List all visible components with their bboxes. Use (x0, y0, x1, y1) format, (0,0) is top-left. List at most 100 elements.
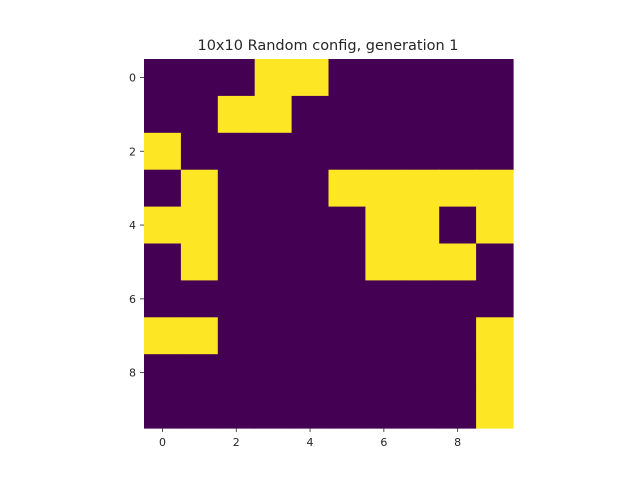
heatmap-cell-r3-c0 (144, 170, 182, 208)
y-tick-label-8: 8 (129, 367, 136, 380)
heatmap-cell-r1-c3 (255, 96, 293, 133)
heatmap-cell-r1-c1 (181, 96, 219, 133)
heatmap-cell-r7-c6 (365, 317, 403, 355)
heatmap-cell-r2-c5 (329, 133, 367, 171)
heatmap-cell-r5-c6 (365, 244, 403, 282)
heatmap-cell-r8-c6 (365, 354, 403, 392)
heatmap-cell-r2-c1 (181, 133, 219, 171)
heatmap-cell-r7-c8 (439, 317, 477, 355)
heatmap-cell-r0-c7 (402, 59, 440, 97)
y-axis-ticks: 0 2 4 6 8 (129, 71, 144, 379)
heatmap-cell-r3-c3 (255, 170, 293, 208)
heatmap-cell-r1-c6 (365, 96, 403, 133)
heatmap-cell-r6-c0 (144, 280, 182, 318)
heatmap-cell-r9-c7 (402, 391, 440, 429)
x-tick-label-4: 4 (307, 436, 314, 449)
heatmap-cell-r4-c4 (292, 207, 330, 245)
heatmap-cell-r1-c0 (144, 96, 182, 133)
heatmap-cell-r2-c6 (365, 133, 403, 171)
heatmap-cell-r8-c0 (144, 354, 182, 392)
heatmap-cell-r2-c8 (439, 133, 477, 171)
heatmap-cell-r0-c3 (255, 59, 293, 97)
heatmap-cell-r3-c5 (329, 170, 367, 208)
heatmap-cell-r0-c2 (218, 59, 256, 97)
heatmap-cell-r4-c3 (255, 207, 293, 245)
heatmap-cell-r9-c9 (476, 391, 513, 429)
heatmap-cells (144, 59, 514, 429)
heatmap-cell-r7-c2 (218, 317, 256, 355)
x-tick-label-2: 2 (233, 436, 240, 449)
heatmap-cell-r4-c5 (329, 207, 367, 245)
heatmap-cell-r5-c3 (255, 244, 293, 282)
heatmap-cell-r6-c1 (181, 280, 219, 318)
heatmap-cell-r9-c5 (329, 391, 367, 429)
heatmap-cell-r2-c2 (218, 133, 256, 171)
heatmap-cell-r9-c8 (439, 391, 477, 429)
heatmap-cell-r0-c6 (365, 59, 403, 97)
heatmap-cell-r8-c5 (329, 354, 367, 392)
heatmap-cell-r2-c9 (476, 133, 513, 171)
heatmap-cell-r4-c8 (439, 207, 477, 245)
heatmap-cell-r7-c3 (255, 317, 293, 355)
heatmap-cell-r6-c9 (476, 280, 513, 318)
heatmap-cell-r3-c7 (402, 170, 440, 208)
heatmap-cell-r7-c4 (292, 317, 330, 355)
heatmap-cell-r9-c6 (365, 391, 403, 429)
heatmap-cell-r3-c6 (365, 170, 403, 208)
heatmap-cell-r0-c5 (329, 59, 367, 97)
heatmap-cell-r0-c1 (181, 59, 219, 97)
heatmap-cell-r2-c3 (255, 133, 293, 171)
heatmap-cell-r6-c7 (402, 280, 440, 318)
heatmap-cell-r7-c9 (476, 317, 513, 355)
heatmap-cell-r8-c1 (181, 354, 219, 392)
heatmap-cell-r5-c7 (402, 244, 440, 282)
heatmap-cell-r5-c9 (476, 244, 513, 282)
heatmap-cell-r7-c1 (181, 317, 219, 355)
heatmap-cell-r5-c2 (218, 244, 256, 282)
heatmap-cell-r4-c9 (476, 207, 513, 245)
heatmap-cell-r3-c4 (292, 170, 330, 208)
heatmap-cell-r8-c9 (476, 354, 513, 392)
heatmap-cell-r8-c8 (439, 354, 477, 392)
heatmap-cell-r4-c2 (218, 207, 256, 245)
heatmap-cell-r1-c9 (476, 96, 513, 133)
heatmap-cell-r4-c7 (402, 207, 440, 245)
heatmap-cell-r6-c3 (255, 280, 293, 318)
heatmap-cell-r0-c0 (144, 59, 182, 97)
x-tick-label-0: 0 (159, 436, 166, 449)
heatmap-cell-r9-c3 (255, 391, 293, 429)
heatmap-cell-r4-c1 (181, 207, 219, 245)
chart-title: 10x10 Random config, generation 1 (197, 38, 458, 54)
heatmap-cell-r6-c8 (439, 280, 477, 318)
heatmap-cell-r5-c0 (144, 244, 182, 282)
heatmap-cell-r1-c7 (402, 96, 440, 133)
heatmap-cell-r4-c0 (144, 207, 182, 245)
heatmap-cell-r5-c5 (329, 244, 367, 282)
heatmap-cell-r1-c4 (292, 96, 330, 133)
heatmap-cell-r1-c8 (439, 96, 477, 133)
heatmap-cell-r8-c4 (292, 354, 330, 392)
heatmap-cell-r5-c4 (292, 244, 330, 282)
heatmap-cell-r0-c8 (439, 59, 477, 97)
x-tick-label-8: 8 (454, 436, 461, 449)
heatmap-cell-r5-c8 (439, 244, 477, 282)
heatmap-cell-r2-c7 (402, 133, 440, 171)
heatmap-cell-r1-c2 (218, 96, 256, 133)
heatmap-cell-r5-c1 (181, 244, 219, 282)
heatmap-cell-r6-c5 (329, 280, 367, 318)
heatmap-cell-r6-c6 (365, 280, 403, 318)
heatmap-cell-r9-c2 (218, 391, 256, 429)
heatmap-cell-r0-c9 (476, 59, 513, 97)
y-tick-label-0: 0 (129, 71, 136, 84)
heatmap-cell-r3-c8 (439, 170, 477, 208)
heatmap-cell-r6-c4 (292, 280, 330, 318)
heatmap-cell-r3-c9 (476, 170, 513, 208)
heatmap-cell-r7-c7 (402, 317, 440, 355)
heatmap-cell-r9-c0 (144, 391, 182, 429)
heatmap-cell-r9-c1 (181, 391, 219, 429)
heatmap-cell-r7-c5 (329, 317, 367, 355)
heatmap-cell-r3-c1 (181, 170, 219, 208)
heatmap-cell-r0-c4 (292, 59, 330, 97)
